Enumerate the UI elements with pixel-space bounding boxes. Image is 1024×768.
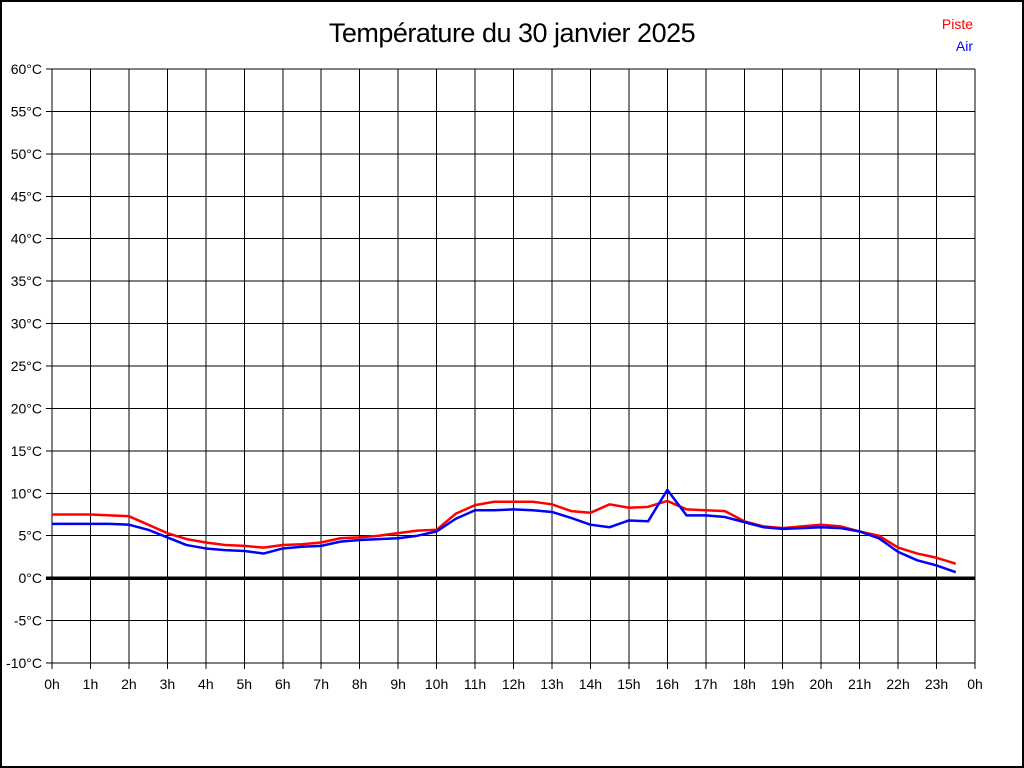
x-tick-label: 7h bbox=[313, 676, 329, 692]
x-tick-label: 19h bbox=[771, 676, 794, 692]
y-tick-label: -10°C bbox=[6, 655, 42, 671]
chart-legend: Piste Air bbox=[942, 13, 973, 57]
y-tick-label: 25°C bbox=[11, 358, 42, 374]
y-tick-label: 20°C bbox=[11, 400, 42, 416]
legend-item-piste: Piste bbox=[941, 16, 973, 32]
x-tick-label: 3h bbox=[160, 676, 176, 692]
x-tick-label: 16h bbox=[656, 676, 679, 692]
x-tick-label: 23h bbox=[925, 676, 948, 692]
x-tick-label: 13h bbox=[540, 676, 563, 692]
x-tick-label: 11h bbox=[464, 676, 486, 692]
y-tick-label: 5°C bbox=[19, 528, 43, 544]
x-tick-label: 8h bbox=[352, 676, 368, 692]
y-tick-label: 30°C bbox=[11, 316, 42, 332]
x-tick-label: 1h bbox=[83, 676, 99, 692]
x-tick-label: 18h bbox=[733, 676, 756, 692]
x-tick-label: 21h bbox=[848, 676, 871, 692]
x-tick-label: 5h bbox=[237, 676, 253, 692]
x-tick-label: 4h bbox=[198, 676, 214, 692]
x-tick-label: 6h bbox=[275, 676, 291, 692]
x-tick-label: 15h bbox=[617, 676, 640, 692]
x-tick-label: 2h bbox=[121, 676, 137, 692]
x-tick-label: 10h bbox=[425, 676, 448, 692]
y-tick-label: -5°C bbox=[14, 613, 42, 629]
y-tick-label: 40°C bbox=[11, 231, 42, 247]
x-tick-label: 22h bbox=[886, 676, 909, 692]
y-tick-label: 60°C bbox=[11, 61, 42, 77]
y-tick-label: 15°C bbox=[11, 443, 42, 459]
y-tick-label: 35°C bbox=[11, 273, 42, 289]
series-air-line bbox=[52, 488, 957, 574]
x-tick-label: 0h bbox=[967, 676, 983, 692]
chart-title: Température du 30 janvier 2025 bbox=[328, 18, 696, 48]
x-tick-label: 20h bbox=[809, 676, 832, 692]
x-tick-label: 0h bbox=[44, 676, 60, 692]
x-tick-label: 14h bbox=[579, 676, 602, 692]
series-piste-line bbox=[52, 499, 957, 565]
y-tick-label: 50°C bbox=[11, 146, 42, 162]
x-tick-label: 9h bbox=[390, 676, 406, 692]
y-tick-label: 10°C bbox=[11, 485, 42, 501]
y-tick-label: 0°C bbox=[19, 570, 43, 586]
y-tick-label: 55°C bbox=[11, 103, 42, 119]
legend-item-air: Air bbox=[955, 38, 973, 54]
x-tick-label: 17h bbox=[694, 676, 717, 692]
y-tick-label: 45°C bbox=[11, 188, 42, 204]
x-tick-label: 12h bbox=[502, 676, 525, 692]
